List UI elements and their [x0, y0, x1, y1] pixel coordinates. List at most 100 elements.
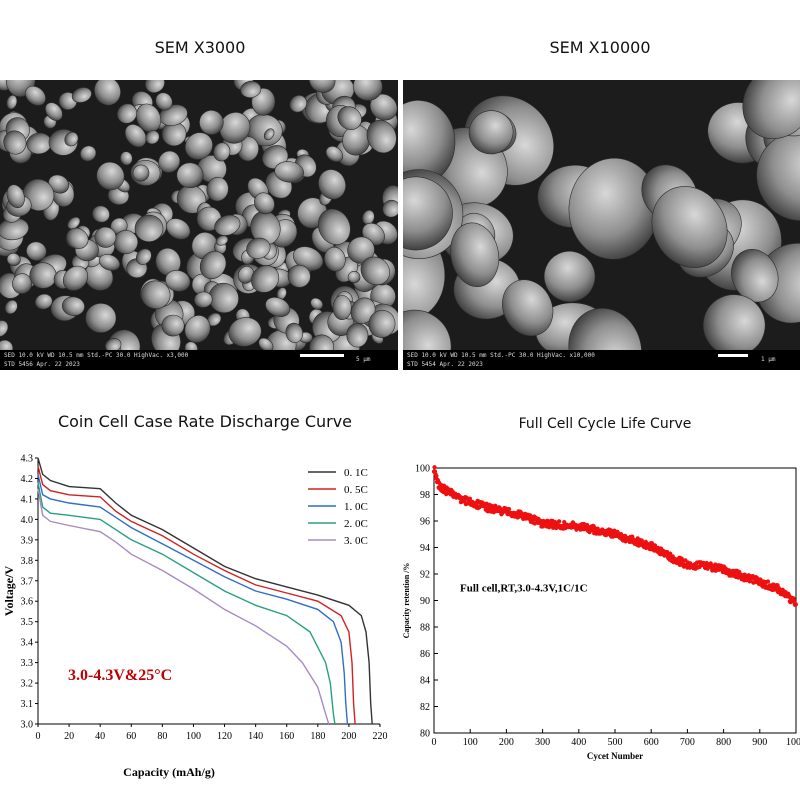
sem-particle [62, 265, 89, 291]
data-point [506, 507, 512, 512]
series-line-05C [37, 466, 356, 725]
y-tick-label: 4.2 [21, 474, 34, 485]
x-tick-label: 40 [95, 731, 105, 742]
sem-image-x3000: SED 10.0 kV WD 10.5 mm Std.-PC 30.0 High… [0, 80, 398, 370]
x-tick-label: 100 [186, 731, 201, 742]
sem-particle [702, 294, 766, 350]
data-point [793, 602, 798, 607]
x-tick-label: 20 [64, 731, 74, 742]
sem-particle [3, 130, 27, 155]
sem-particle [94, 80, 121, 106]
sem-particle [184, 341, 198, 350]
y-tick-label: 80 [420, 729, 430, 740]
sem-particle [346, 323, 369, 348]
sem-particle [251, 265, 280, 293]
y-tick-label: 3.0 [21, 720, 34, 731]
sem-particle [140, 280, 171, 310]
x-tick-label: 800 [716, 737, 731, 748]
sem-particle [85, 303, 117, 334]
sem-particle [403, 176, 453, 251]
sem-particle [61, 296, 85, 316]
legend-label: 1. 0C [344, 501, 368, 513]
sem-particle [6, 184, 25, 209]
sem-particle [25, 85, 46, 106]
series-line-10C [37, 474, 349, 725]
data-point [434, 473, 439, 479]
sem-info-line1: SED 10.0 kV WD 10.5 mm Std.-PC 30.0 High… [407, 352, 595, 359]
sem-particle [318, 169, 346, 200]
x-tick-label: 400 [571, 737, 586, 748]
sem-particle [310, 297, 324, 310]
sem-particle [382, 199, 398, 218]
sem-particle [199, 109, 224, 135]
sem-particle [228, 317, 262, 347]
sem-particle [360, 256, 391, 286]
x-tick-label: 140 [248, 731, 263, 742]
sem-particle [135, 248, 152, 265]
y-tick-label: 92 [420, 570, 430, 581]
sem-particle [96, 161, 125, 191]
series-line-30C [37, 488, 330, 725]
sem-particle [309, 334, 334, 350]
y-tick-label: 96 [420, 517, 430, 528]
sem-particle [258, 337, 274, 350]
x-tick-label: 60 [126, 731, 136, 742]
x-tick-label: 900 [752, 737, 767, 748]
sem-particle [324, 246, 346, 272]
sem-particle [120, 151, 133, 166]
x-tick-label: 100 [463, 737, 478, 748]
sem-particle [26, 241, 47, 261]
sem-particle [158, 150, 181, 173]
x-tick-label: 80 [157, 731, 167, 742]
scale-bar [300, 354, 344, 357]
x-tick-label: 160 [279, 731, 294, 742]
legend-label: 2. 0C [344, 518, 368, 530]
scale-label: 5 µm [356, 356, 371, 363]
sem-particle [105, 338, 122, 350]
scale-label: 1 µm [761, 356, 776, 363]
y-tick-label: 3.3 [21, 658, 34, 669]
y-axis-label: Capacity retention /% [402, 563, 411, 639]
sem-particle [12, 273, 33, 295]
sem-particle [325, 146, 344, 163]
sem-particle [0, 320, 9, 338]
sem-particle [215, 235, 229, 246]
rate-chart-title: Coin Cell Case Rate Discharge Curve [57, 412, 353, 431]
y-tick-label: 88 [420, 623, 430, 634]
y-tick-label: 84 [420, 676, 430, 687]
series-line-20C [37, 482, 336, 725]
sem-micrograph-x3000 [0, 80, 398, 350]
sem-particle [731, 249, 779, 303]
sem-particle [144, 80, 165, 93]
x-tick-label: 0 [432, 737, 437, 748]
sem-particle [145, 130, 160, 145]
sem-particle [214, 214, 241, 236]
legend-label: 3. 0C [344, 535, 368, 547]
sem-particle [64, 131, 79, 147]
sem-particle [543, 250, 596, 303]
sem-left-title: SEM X3000 [154, 38, 246, 57]
sem-particle [184, 315, 211, 343]
rate-discharge-chart: 3.0 3.1 3.2 3.3 3.4 3.5 3.6 3.7 3.8 3.9 4.0 4.1 4.2 4… [2, 454, 388, 780]
sem-particle [193, 291, 213, 308]
y-tick-label: 4.3 [21, 454, 34, 465]
scale-bar [718, 354, 748, 357]
x-tick-label: 300 [535, 737, 550, 748]
sem-particle [289, 95, 308, 113]
y-tick-label: 3.4 [21, 638, 34, 649]
sem-particle [347, 271, 361, 284]
sem-particle [502, 279, 554, 337]
sem-particle [155, 92, 173, 111]
sem-right-title: SEM X10000 [549, 38, 651, 57]
sem-particle [176, 162, 204, 189]
data-point [765, 579, 771, 584]
sem-particle [337, 106, 362, 130]
sem-info-line2: STD 5456 Apr. 22 2023 [4, 361, 80, 368]
x-tick-label: 500 [608, 737, 623, 748]
x-axis-label: Cycet Number [587, 751, 643, 761]
x-tick-label: 1000 [786, 737, 800, 748]
y-axis-label: Voltage/V [2, 566, 16, 617]
legend-label: 0. 5C [344, 484, 368, 496]
x-tick-label: 220 [373, 731, 388, 742]
test-condition-annotation: Full cell,RT,3.0-4.3V,1C/1C [460, 582, 588, 594]
